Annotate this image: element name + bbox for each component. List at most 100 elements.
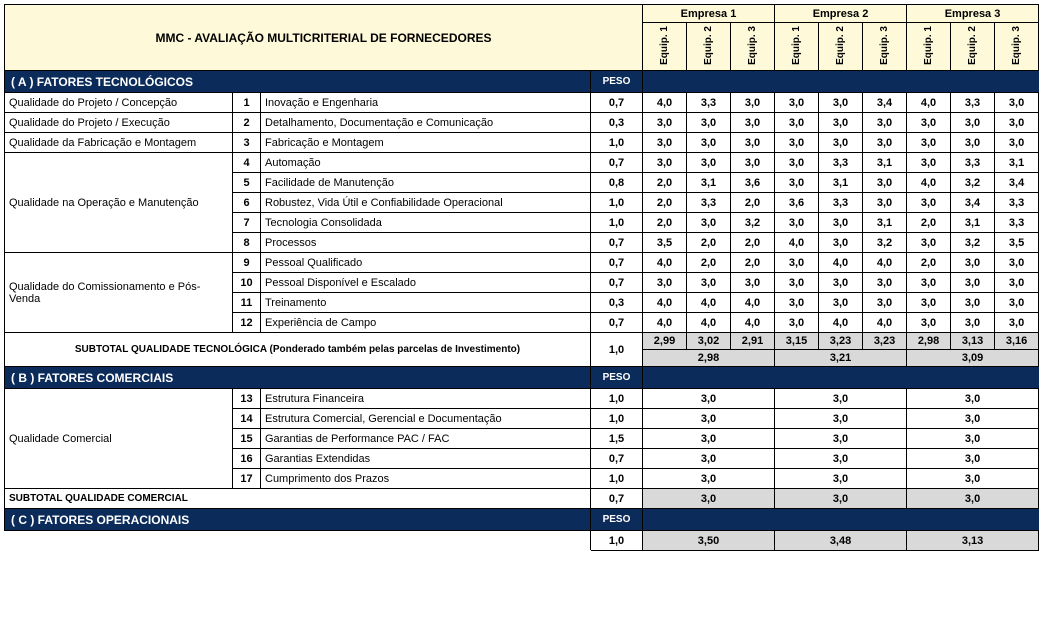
value-cell: 3,2 [951, 173, 995, 193]
value-cell: 2,0 [643, 173, 687, 193]
value-cell: 3,0 [951, 313, 995, 333]
peso-cell: 1,5 [591, 429, 643, 449]
value-cell: 3,0 [775, 153, 819, 173]
value-cell: 3,3 [951, 153, 995, 173]
value-cell: 3,6 [775, 193, 819, 213]
value-cell: 3,0 [819, 233, 863, 253]
value-cell: 4,0 [687, 313, 731, 333]
subtotal-val: 3,15 [775, 333, 819, 350]
value-cell: 3,0 [907, 133, 951, 153]
value-cell: 4,0 [863, 253, 907, 273]
company-1-header: Empresa 1 [643, 5, 775, 23]
subtotal-val: 2,98 [907, 333, 951, 350]
value-cell: 3,0 [819, 293, 863, 313]
value-cell: 3,0 [775, 133, 819, 153]
value-cell: 3,0 [687, 153, 731, 173]
value-cell: 3,0 [951, 273, 995, 293]
category-cell: Qualidade Comercial [5, 389, 233, 489]
section-c-header: ( C ) FATORES OPERACIONAIS [5, 509, 591, 531]
value-cell: 3,3 [951, 93, 995, 113]
value-cell: 3,0 [687, 213, 731, 233]
value-cell: 3,3 [819, 193, 863, 213]
value-cell: 3,0 [687, 113, 731, 133]
row-index: 17 [233, 469, 261, 489]
value-cell: 3,1 [819, 173, 863, 193]
company-2-header: Empresa 2 [775, 5, 907, 23]
value-cell: 3,0 [907, 233, 951, 253]
value-cell: 3,0 [907, 469, 1039, 489]
equip-header: Equip. 1 [643, 23, 687, 71]
value-cell: 3,0 [951, 293, 995, 313]
subtotal-a-label: SUBTOTAL QUALIDADE TECNOLÓGICA (Ponderad… [5, 333, 591, 367]
subtotal-avg: 2,98 [643, 350, 775, 367]
value-cell: 3,0 [951, 113, 995, 133]
value-cell: 3,0 [995, 253, 1039, 273]
subtotal-val: 3,23 [863, 333, 907, 350]
equip-header: Equip. 2 [819, 23, 863, 71]
value-cell: 3,0 [863, 113, 907, 133]
peso-cell: 0,7 [591, 273, 643, 293]
equip-header: Equip. 3 [863, 23, 907, 71]
value-cell: 4,0 [907, 93, 951, 113]
value-cell: 3,0 [731, 113, 775, 133]
value-cell: 4,0 [643, 313, 687, 333]
subtotal-val: 2,99 [643, 333, 687, 350]
value-cell: 3,3 [995, 193, 1039, 213]
section-spacer [643, 367, 1039, 389]
value-cell: 2,0 [907, 253, 951, 273]
value-cell: 3,0 [907, 273, 951, 293]
value-cell: 3,0 [819, 273, 863, 293]
value-cell: 4,0 [819, 253, 863, 273]
value-cell: 3,0 [907, 193, 951, 213]
value-cell: 3,0 [775, 313, 819, 333]
value-cell: 3,3 [687, 193, 731, 213]
value-cell: 4,0 [907, 173, 951, 193]
main-title: MMC - AVALIAÇÃO MULTICRITERIAL DE FORNEC… [5, 5, 643, 71]
value-cell: 3,0 [995, 273, 1039, 293]
value-cell: 3,0 [643, 449, 775, 469]
value-cell: 3,0 [775, 469, 907, 489]
value-cell: 3,0 [775, 409, 907, 429]
peso-label: PESO [591, 367, 643, 389]
criterion-cell: Processos [261, 233, 591, 253]
criterion-cell: Robustez, Vida Útil e Confiabilidade Ope… [261, 193, 591, 213]
value-cell: 2,0 [643, 213, 687, 233]
value-cell: 3,3 [819, 153, 863, 173]
equip-header: Equip. 2 [687, 23, 731, 71]
subtotal-avg: 3,0 [775, 489, 907, 509]
value-cell: 3,0 [687, 273, 731, 293]
value-cell: 3,3 [687, 93, 731, 113]
value-cell: 3,0 [775, 389, 907, 409]
value-cell: 3,1 [863, 153, 907, 173]
value-cell: 4,0 [775, 233, 819, 253]
value-cell: 2,0 [643, 193, 687, 213]
criterion-cell: Facilidade de Manutenção [261, 173, 591, 193]
value-cell: 3,0 [731, 133, 775, 153]
row-index: 14 [233, 409, 261, 429]
peso-cell: 1,0 [591, 409, 643, 429]
value-cell: 3,0 [995, 313, 1039, 333]
value-cell: 3,0 [907, 449, 1039, 469]
value-cell: 3,0 [863, 173, 907, 193]
peso-cell: 0,7 [591, 313, 643, 333]
peso-cell: 1,0 [591, 389, 643, 409]
criterion-cell: Fabricação e Montagem [261, 133, 591, 153]
value-cell: 3,0 [775, 429, 907, 449]
value-cell: 3,0 [643, 469, 775, 489]
value-cell: 3,0 [775, 173, 819, 193]
value-cell: 3,0 [907, 313, 951, 333]
equip-header: Equip. 1 [775, 23, 819, 71]
value-cell: 3,5 [995, 233, 1039, 253]
value-cell: 3,4 [863, 93, 907, 113]
value-cell: 3,0 [907, 389, 1039, 409]
value-cell: 3,0 [775, 93, 819, 113]
company-3-header: Empresa 3 [907, 5, 1039, 23]
peso-cell: 0,3 [591, 113, 643, 133]
subtotal-avg: 3,21 [775, 350, 907, 367]
row-index: 6 [233, 193, 261, 213]
peso-cell: 0,7 [591, 449, 643, 469]
value-cell: 3,0 [863, 293, 907, 313]
section-b-header: ( B ) FATORES COMERCIAIS [5, 367, 591, 389]
value-cell: 3,1 [863, 213, 907, 233]
value-cell: 3,0 [775, 213, 819, 233]
